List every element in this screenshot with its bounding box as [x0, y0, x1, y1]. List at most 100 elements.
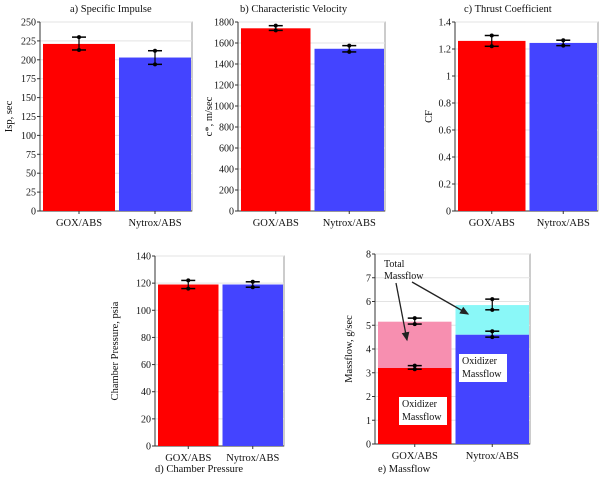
y-tick-label: 0.8: [439, 99, 452, 110]
y-tick-label: 1400: [214, 60, 234, 71]
error-marker: [153, 48, 157, 53]
y-tick-label: 1.4: [439, 18, 452, 29]
annotation-box: [459, 354, 507, 382]
annotation-oxidizer-gox: Massflow: [402, 412, 442, 423]
y-tick-label: 0: [229, 207, 234, 218]
y-tick-label: 1600: [214, 39, 234, 50]
y-tick-label: 3: [366, 368, 371, 379]
y-tick-label: 1.2: [439, 45, 452, 56]
y-tick-label: 800: [219, 123, 234, 134]
bar-0: [241, 28, 311, 211]
y-tick-label: 20: [141, 414, 151, 425]
bar-1: [314, 48, 384, 212]
y-tick-label: 200: [21, 55, 36, 66]
annotation-box: [399, 397, 447, 425]
bar-1: [529, 42, 597, 211]
y-axis-label: Massflow, g/sec: [344, 315, 355, 383]
chart-title-d: d) Chamber Pressure: [155, 464, 243, 475]
error-marker: [490, 335, 495, 340]
y-tick-label: 200: [219, 186, 234, 197]
arrow-to-nytrox-total: [411, 281, 470, 315]
y-tick-label: 0.2: [439, 180, 452, 191]
y-tick-label: 600: [219, 144, 234, 155]
y-tick-label: 6: [366, 297, 371, 308]
y-tick-label: 0.4: [439, 153, 452, 164]
y-tick-label: 60: [141, 360, 151, 371]
error-marker: [489, 33, 494, 38]
y-tick-label: 0: [146, 442, 151, 453]
bar-total-0: [378, 321, 452, 368]
y-tick-label: 8: [366, 250, 371, 261]
y-tick-label: 1000: [214, 102, 234, 113]
error-marker: [561, 43, 566, 48]
y-tick-label: 150: [21, 93, 36, 104]
error-marker: [561, 38, 566, 43]
y-tick-label: 0: [446, 207, 451, 218]
y-axis-label: CF: [424, 110, 435, 123]
error-marker: [490, 297, 495, 302]
y-tick-label: 225: [21, 36, 36, 47]
error-marker: [250, 279, 255, 284]
chart-title-c: c) Thrust Coefficient: [464, 4, 552, 15]
annotation-oxidizer-nytrox: Oxidizer: [462, 356, 498, 367]
y-axis-label: Chamber Pressure, psia: [110, 301, 121, 400]
error-marker: [186, 286, 191, 291]
x-tick-label: Nytrox/ABS: [537, 218, 590, 229]
bar-0: [158, 284, 219, 446]
x-tick-label: Nytrox/ABS: [128, 218, 181, 229]
y-tick-label: 1: [446, 72, 451, 83]
bar-1: [119, 57, 191, 212]
y-tick-label: 400: [219, 165, 234, 176]
bar-oxidizer-1: [455, 334, 529, 444]
y-tick-label: 40: [141, 387, 151, 398]
error-marker: [347, 43, 352, 48]
y-tick-label: 175: [21, 74, 36, 85]
y-tick-label: 2: [366, 392, 371, 403]
y-tick-label: 1800: [214, 18, 234, 29]
y-tick-label: 0: [366, 440, 371, 451]
y-axis-label: Isp, sec: [4, 100, 15, 132]
y-tick-label: 75: [26, 150, 36, 161]
x-tick-label: GOX/ABS: [469, 218, 515, 229]
annotation-total: Massflow: [384, 271, 424, 282]
error-marker: [273, 28, 278, 33]
y-tick-label: 25: [26, 188, 36, 199]
y-tick-label: 140: [136, 252, 151, 263]
x-tick-label: Nytrox/ABS: [323, 218, 376, 229]
chart-title-b: b) Characteristic Velocity: [240, 4, 348, 15]
y-tick-label: 100: [21, 131, 36, 142]
error-marker: [412, 322, 417, 327]
bar-1: [222, 284, 283, 446]
y-tick-label: 1200: [214, 81, 234, 92]
error-marker: [490, 329, 495, 334]
error-marker: [153, 62, 157, 67]
y-tick-label: 4: [366, 345, 371, 356]
error-marker: [273, 23, 278, 28]
x-tick-label: Nytrox/ABS: [466, 451, 519, 462]
x-tick-label: GOX/ABS: [56, 218, 102, 229]
error-marker: [250, 285, 255, 290]
y-tick-label: 7: [366, 273, 371, 284]
y-axis-label: c*, m/sec: [204, 96, 215, 136]
error-marker: [490, 307, 495, 312]
error-marker: [347, 49, 352, 54]
y-tick-label: 80: [141, 333, 151, 344]
y-tick-label: 125: [21, 112, 36, 123]
y-tick-label: 50: [26, 169, 36, 180]
error-marker: [77, 47, 81, 52]
y-tick-label: 120: [136, 279, 151, 290]
chart-title-e: e) Massflow: [378, 464, 431, 475]
error-marker: [77, 35, 81, 40]
y-tick-label: 250: [21, 18, 36, 29]
error-marker: [412, 316, 417, 321]
chart-title-a: a) Specific Impulse: [70, 4, 152, 15]
annotation-oxidizer-gox: Oxidizer: [402, 399, 438, 410]
y-tick-label: 1: [366, 416, 371, 427]
y-tick-label: 5: [366, 321, 371, 332]
x-tick-label: GOX/ABS: [392, 451, 438, 462]
x-tick-label: GOX/ABS: [253, 218, 299, 229]
error-marker: [186, 278, 191, 283]
error-marker: [412, 367, 417, 372]
